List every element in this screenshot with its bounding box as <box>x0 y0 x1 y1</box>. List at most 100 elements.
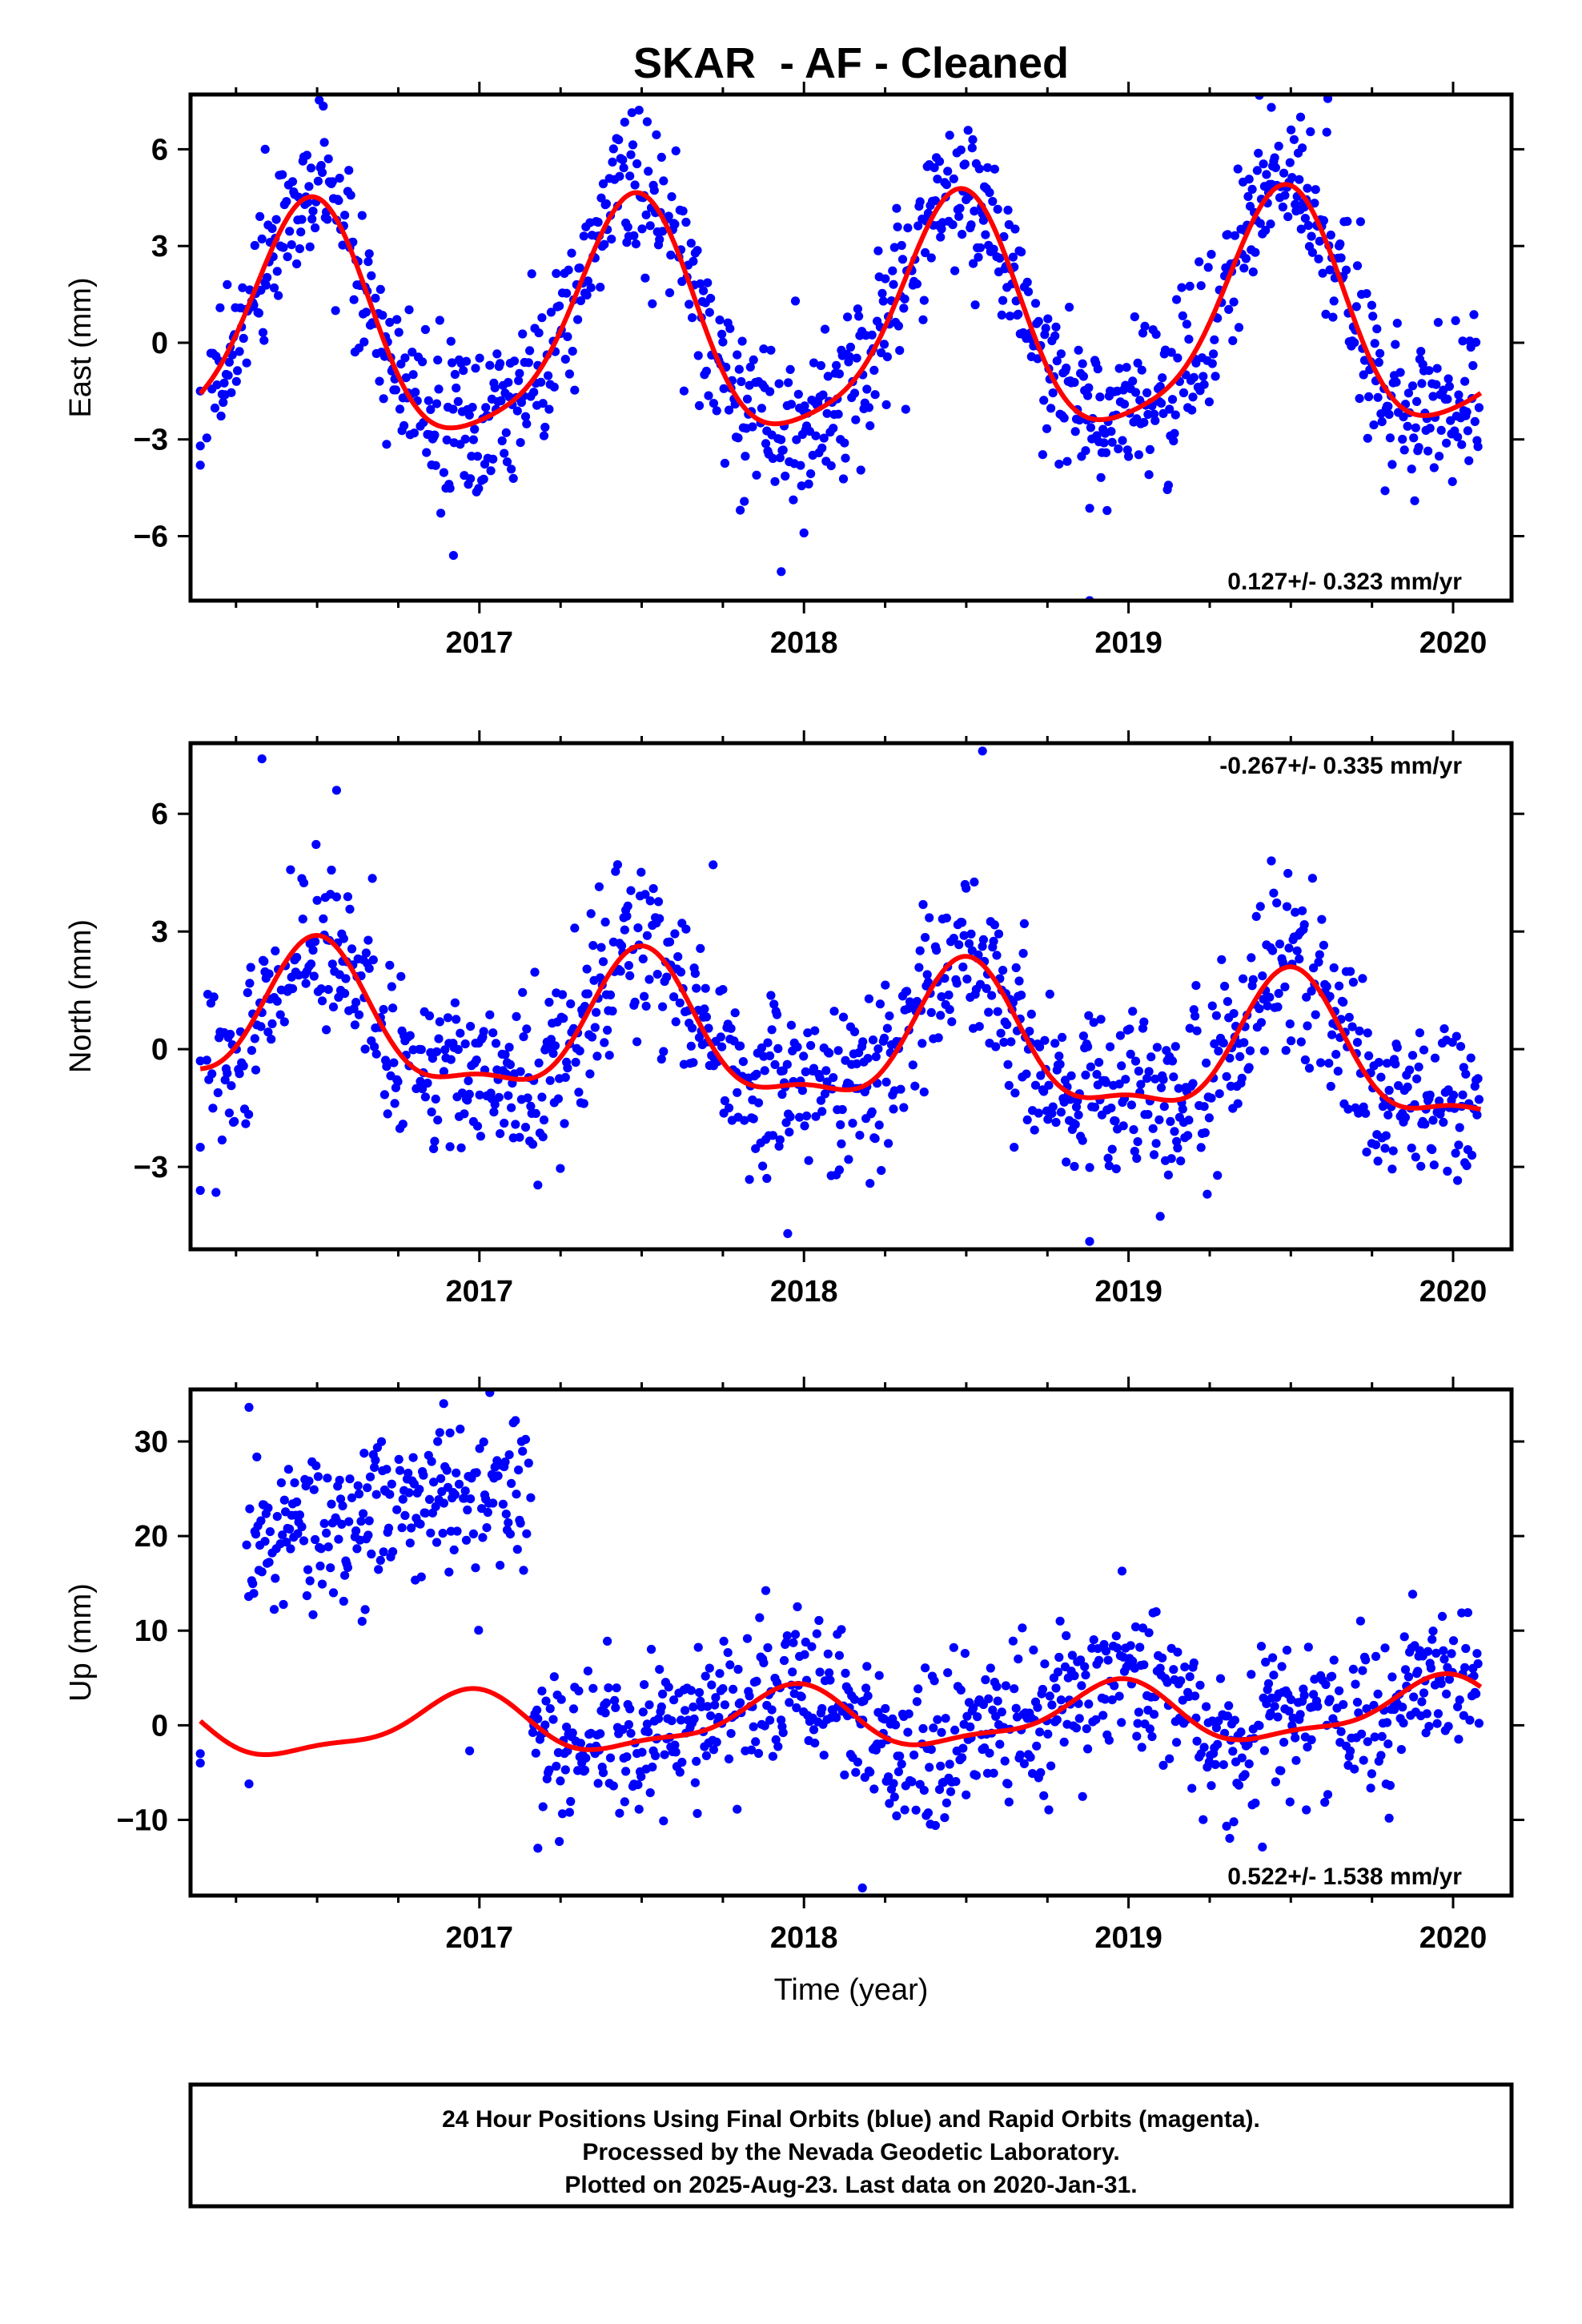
footer-line-3: Plotted on 2025-Aug-23. Last data on 202… <box>564 2172 1137 2198</box>
up-data-point <box>598 1768 608 1778</box>
east-data-point <box>856 465 865 475</box>
north-data-point <box>1074 1110 1083 1120</box>
north-data-point <box>1451 1148 1460 1158</box>
east-data-point <box>319 138 329 147</box>
east-data-point <box>715 316 725 325</box>
east-data-point <box>817 443 827 453</box>
east-data-point <box>793 389 803 399</box>
east-data-point <box>749 355 758 364</box>
up-data-point <box>600 1708 610 1718</box>
up-data-point <box>311 1461 321 1470</box>
east-data-point <box>1407 464 1416 474</box>
up-data-point <box>1376 1751 1386 1760</box>
east-data-point <box>733 433 743 443</box>
east-data-point <box>485 360 495 370</box>
north-data-point <box>1327 1030 1337 1039</box>
north-data-point <box>489 1108 499 1117</box>
up-data-point <box>851 1767 861 1777</box>
up-data-point <box>853 1757 862 1767</box>
up-data-point <box>479 1437 488 1447</box>
up-data-point <box>810 1739 820 1748</box>
up-data-point <box>1000 1756 1010 1766</box>
north-data-point <box>1055 1059 1065 1069</box>
east-data-point <box>1283 212 1293 222</box>
east-data-point <box>607 235 616 244</box>
north-data-point <box>553 1094 564 1104</box>
up-data-point <box>1114 1691 1124 1701</box>
east-data-point <box>781 471 790 481</box>
north-data-point <box>354 1010 364 1019</box>
east-data-point <box>1135 396 1145 405</box>
up-data-point <box>256 1516 266 1526</box>
up-data-point <box>849 1695 860 1704</box>
east-data-point <box>1149 409 1159 419</box>
up-data-point <box>620 1797 629 1807</box>
east-data-point <box>1373 392 1383 402</box>
up-data-point <box>557 1809 568 1819</box>
east-data-point <box>757 404 767 413</box>
up-data-point <box>1436 1679 1446 1688</box>
north-data-point <box>1040 1035 1050 1045</box>
east-data-point <box>1081 446 1090 456</box>
up-data-point <box>1003 1779 1013 1789</box>
east-data-point <box>409 428 419 438</box>
east-data-point <box>418 357 428 367</box>
north-data-point <box>1472 1110 1482 1120</box>
north-data-point <box>306 959 316 969</box>
east-data-point <box>1457 440 1467 449</box>
north-data-point <box>446 1055 456 1064</box>
up-data-point <box>636 1771 646 1781</box>
north-data-point <box>1191 1011 1200 1021</box>
east-data-point <box>361 308 371 317</box>
north-data-point <box>327 959 337 969</box>
up-data-point <box>1387 1672 1397 1682</box>
east-data-point <box>1399 445 1409 455</box>
east-data-point <box>1048 388 1058 398</box>
north-data-point <box>343 892 352 902</box>
north-data-point <box>1217 955 1227 964</box>
east-data-point <box>948 220 958 230</box>
north-data-point <box>738 1057 749 1067</box>
east-data-point <box>784 378 793 388</box>
north-data-point <box>439 1067 449 1076</box>
east-data-point <box>620 118 629 127</box>
east-data-point <box>452 383 461 393</box>
up-data-point <box>1422 1709 1431 1719</box>
north-data-point <box>308 945 318 955</box>
north-data-point <box>598 957 608 967</box>
east-data-point <box>509 356 520 366</box>
east-data-point <box>960 159 970 169</box>
up-data-point <box>248 1578 258 1589</box>
east-data-point <box>627 108 636 118</box>
up-data-point <box>285 1524 295 1534</box>
up-data-point <box>765 1715 775 1725</box>
up-data-point <box>302 1591 311 1601</box>
north-data-point <box>347 944 357 954</box>
up-data-point <box>568 1704 579 1714</box>
east-data-point <box>630 180 640 190</box>
north-data-point <box>1374 1058 1383 1068</box>
north-data-point <box>388 1003 398 1013</box>
east-data-point <box>1114 444 1123 454</box>
east-data-point <box>834 369 844 379</box>
east-data-point <box>1184 335 1194 344</box>
north-data-point <box>1078 1031 1088 1041</box>
up-data-point <box>1080 1662 1090 1671</box>
east-data-point <box>785 364 795 374</box>
north-data-point <box>379 1090 389 1100</box>
up-data-point <box>1223 1711 1232 1721</box>
up-data-point <box>909 1750 919 1760</box>
east-data-point <box>430 430 440 440</box>
up-data-point <box>354 1489 364 1499</box>
north-outlier-point <box>709 860 718 870</box>
north-data-point <box>1176 1156 1186 1166</box>
up-data-point <box>466 1494 476 1504</box>
north-data-point <box>1219 1038 1228 1047</box>
east-data-point <box>1074 415 1084 425</box>
east-data-point <box>317 167 327 177</box>
east-data-point <box>765 387 775 396</box>
north-data-point <box>865 1179 875 1188</box>
east-data-point <box>239 333 248 344</box>
up-data-point <box>493 1471 503 1481</box>
north-data-point <box>1111 1164 1121 1174</box>
